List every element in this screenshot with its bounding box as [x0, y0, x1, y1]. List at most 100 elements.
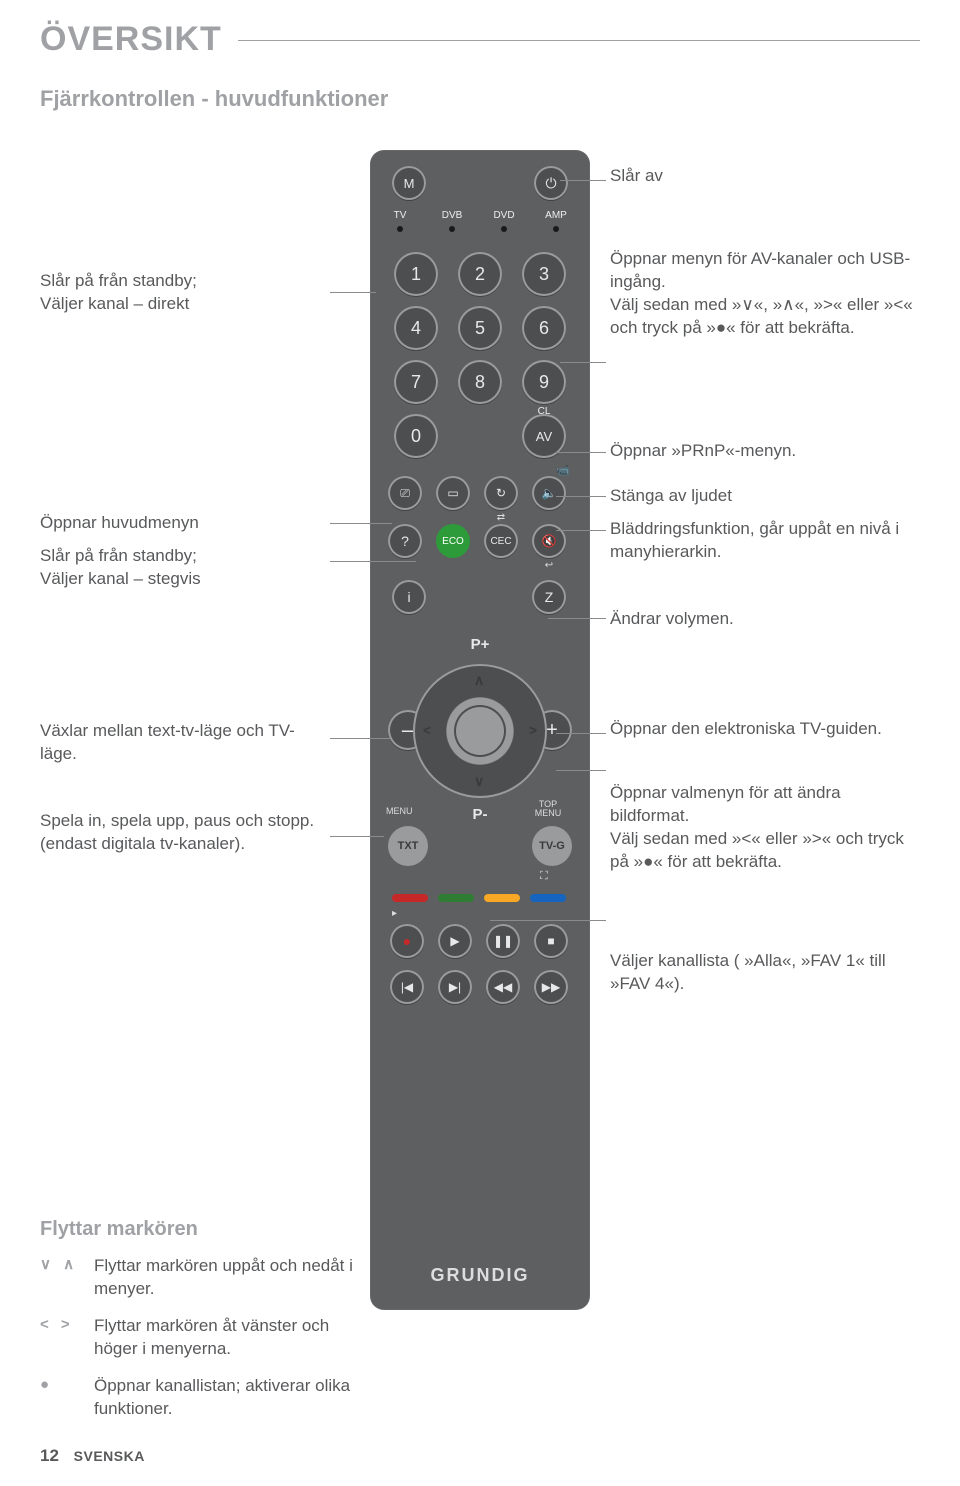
- callout-left: Växlar mellan text-tv-läge och TV-läge.: [40, 720, 330, 766]
- subtitle-button[interactable]: ▭: [436, 476, 470, 510]
- prnp-button[interactable]: 🔈: [532, 476, 566, 510]
- num-4-button[interactable]: 4: [394, 306, 438, 350]
- callout-lead: [556, 733, 606, 734]
- num-2-button[interactable]: 2: [458, 252, 502, 296]
- arrow-up-icon[interactable]: ∧: [474, 672, 484, 689]
- callout-lead: [548, 618, 606, 619]
- p-minus-button[interactable]: P-: [460, 806, 500, 823]
- nav-ring: ∧ ∨ < >: [413, 664, 547, 798]
- mode-dot: [553, 226, 559, 232]
- callout-right: Slår av: [610, 165, 920, 188]
- page-num-value: 12: [40, 1446, 59, 1465]
- blue-button[interactable]: [530, 894, 566, 902]
- num-3-button[interactable]: 3: [522, 252, 566, 296]
- footer-row: ∨ ∧Flyttar markören uppåt och nedåt i me…: [40, 1255, 360, 1301]
- num-0-button[interactable]: 0: [394, 414, 438, 458]
- callout-right: Stänga av ljudet: [610, 485, 920, 508]
- green-button[interactable]: [438, 894, 474, 902]
- tvg-button[interactable]: TV-G: [532, 826, 572, 866]
- callout-lead: [330, 738, 390, 739]
- pause-button[interactable]: ❚❚: [486, 924, 520, 958]
- next-track-button[interactable]: ▶|: [438, 970, 472, 1004]
- mode-dot: [449, 226, 455, 232]
- page-lang-label: SVENSKA: [74, 1448, 145, 1464]
- pause-icon: ❚❚: [493, 934, 513, 948]
- prev-track-icon: |◀: [401, 980, 413, 994]
- remote-control: M ⏻ TV DVB DVD AMP 1 2 3 4 5 6 7 8 9 CL …: [370, 150, 590, 1310]
- num-7-button[interactable]: 7: [394, 360, 438, 404]
- ok-button[interactable]: [456, 707, 504, 755]
- ffwd-button[interactable]: ▶▶: [534, 970, 568, 1004]
- callout-lead: [556, 530, 606, 531]
- brand-logo: GRUNDIG: [370, 1265, 590, 1286]
- info-button[interactable]: i: [392, 580, 426, 614]
- callout-right: Öppnar den elektroniska TV-guiden.: [610, 718, 920, 741]
- footer-symbol: < >: [40, 1315, 94, 1335]
- m-button[interactable]: M: [392, 166, 426, 200]
- cec-button[interactable]: CEC: [484, 524, 518, 558]
- footer-symbol: ∨ ∧: [40, 1255, 94, 1275]
- callout-right: Öppnar »PRnP«-menyn.: [610, 440, 920, 463]
- callout-lead: [556, 770, 606, 771]
- title-rule: [238, 40, 920, 41]
- return-icon: ↩: [532, 560, 566, 571]
- mode-dot: [501, 226, 507, 232]
- stop-button[interactable]: ■: [534, 924, 568, 958]
- callout-right: Ändrar volymen.: [610, 608, 920, 631]
- txt-button[interactable]: TXT: [388, 826, 428, 866]
- power-icon: ⏻: [545, 175, 556, 192]
- rewind-button[interactable]: ◀◀: [486, 970, 520, 1004]
- arrow-down-icon[interactable]: ∨: [474, 773, 484, 790]
- num-5-button[interactable]: 5: [458, 306, 502, 350]
- p-plus-button[interactable]: P+: [460, 636, 500, 653]
- callout-right: Bläddringsfunktion, går uppåt en nivå i …: [610, 518, 920, 564]
- power-button[interactable]: ⏻: [534, 166, 568, 200]
- callout-lead: [560, 180, 606, 181]
- footer-title: Flyttar markören: [40, 1218, 360, 1241]
- record-icon: ●: [403, 933, 411, 949]
- play-icon: ▶: [450, 934, 459, 948]
- stop-icon: ■: [547, 934, 554, 948]
- record-button[interactable]: ●: [390, 924, 424, 958]
- callout-lead: [490, 920, 606, 921]
- callout-lead: [330, 836, 384, 837]
- callout-right: Öppnar valmenyn för att ändra bildformat…: [610, 782, 920, 874]
- arrow-right-icon[interactable]: >: [529, 722, 537, 738]
- mode-label: DVD: [482, 210, 526, 221]
- topmenu-label: TOP MENU: [528, 800, 568, 818]
- speaker-icon: 🔈: [542, 486, 557, 500]
- footer-row: < >Flyttar markören åt vänster och höger…: [40, 1315, 360, 1361]
- footer-text: Öppnar kanallistan; aktiverar olika funk…: [94, 1375, 360, 1421]
- help-button[interactable]: ?: [388, 524, 422, 558]
- num-8-button[interactable]: 8: [458, 360, 502, 404]
- callout-lead: [330, 292, 376, 293]
- callout-lead: [330, 523, 392, 524]
- footer-text: Flyttar markören åt vänster och höger i …: [94, 1315, 360, 1361]
- mode-dot: [397, 226, 403, 232]
- swap-icon: ⇄: [484, 512, 518, 523]
- mode-label: AMP: [534, 210, 578, 221]
- yellow-button[interactable]: [484, 894, 520, 902]
- display-button[interactable]: ⎚: [388, 476, 422, 510]
- num-1-button[interactable]: 1: [394, 252, 438, 296]
- arrow-left-icon[interactable]: <: [423, 722, 431, 738]
- z-button[interactable]: Z: [532, 580, 566, 614]
- refresh-icon: ↻: [496, 486, 506, 500]
- red-button[interactable]: [392, 894, 428, 902]
- prev-track-button[interactable]: |◀: [390, 970, 424, 1004]
- mode-label: TV: [378, 210, 422, 221]
- play-button[interactable]: ▶: [438, 924, 472, 958]
- ffwd-icon: ▶▶: [542, 980, 560, 994]
- footer-row: ●Öppnar kanallistan; aktiverar olika fun…: [40, 1375, 360, 1421]
- callout-left: Slår på från standby; Väljer kanal – dir…: [40, 270, 330, 316]
- page-title: ÖVERSIKT: [40, 20, 222, 59]
- next-track-icon: ▶|: [449, 980, 461, 994]
- page-number: 12 SVENSKA: [40, 1446, 145, 1466]
- eco-button[interactable]: ECO: [436, 524, 470, 558]
- num-9-button[interactable]: 9: [522, 360, 566, 404]
- footer-text: Flyttar markören uppåt och nedåt i menye…: [94, 1255, 360, 1301]
- refresh-button[interactable]: ↻: [484, 476, 518, 510]
- num-6-button[interactable]: 6: [522, 306, 566, 350]
- callout-lead: [556, 496, 606, 497]
- aspect-icon: ⛶: [540, 870, 548, 883]
